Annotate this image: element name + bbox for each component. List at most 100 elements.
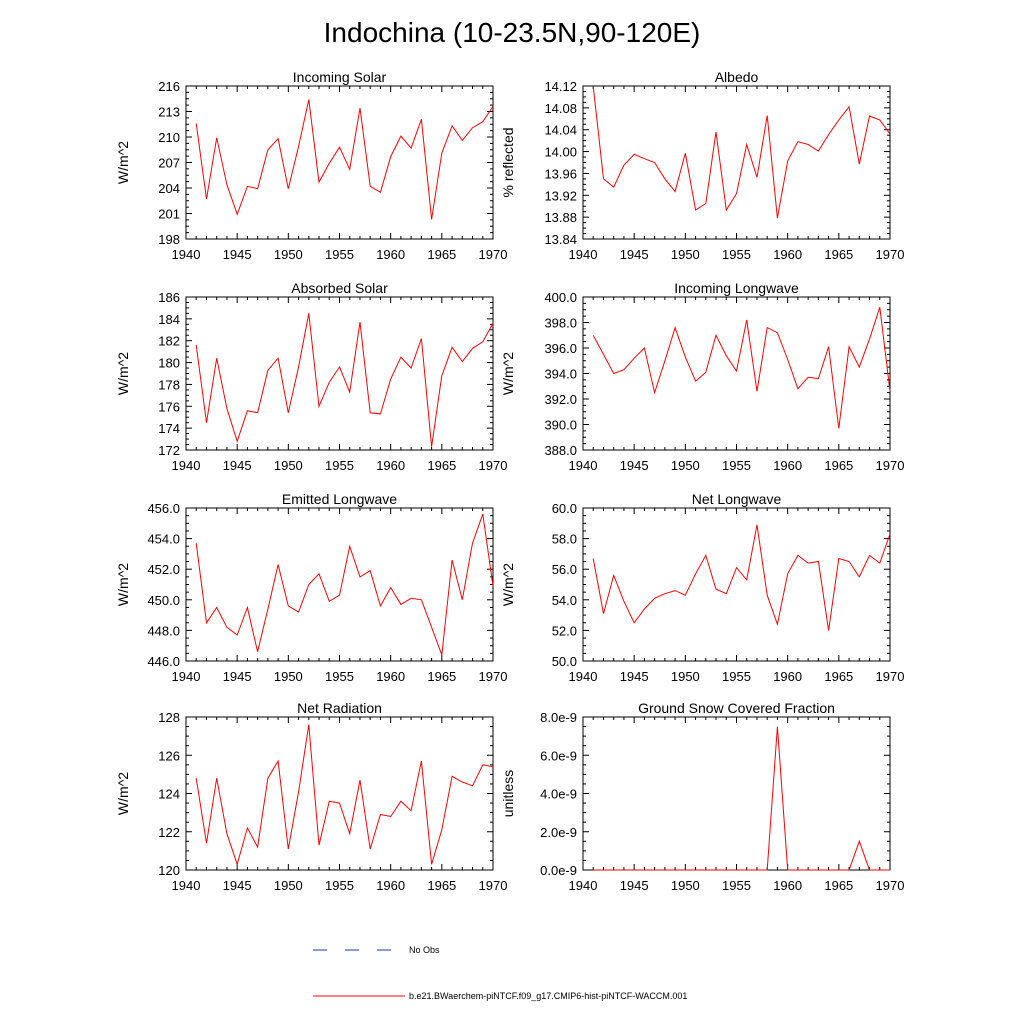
y-tick-label: 6.0e-9 (540, 748, 577, 763)
x-tick-label: 1965 (824, 247, 853, 262)
y-axis-label: % reflected (500, 127, 516, 197)
plot-frame (582, 296, 891, 451)
x-tick-label: 1945 (620, 878, 649, 893)
legend-no-obs-label: No Obs (409, 945, 440, 955)
y-tick-label: 180 (158, 356, 180, 371)
plot-frame (582, 716, 891, 871)
y-tick-label: 126 (158, 748, 180, 763)
series-line (592, 85, 891, 219)
y-axis-label: W/m^2 (115, 772, 131, 815)
x-tick-label: 1955 (325, 458, 354, 473)
x-tick-label: 1960 (376, 247, 405, 262)
x-tick-label: 1955 (722, 247, 751, 262)
y-tick-label: 446.0 (147, 654, 180, 669)
x-tick-label: 1965 (427, 458, 456, 473)
x-tick-label: 1940 (569, 458, 598, 473)
series-line (195, 313, 494, 447)
y-tick-label: 13.84 (544, 232, 577, 247)
x-tick-label: 1970 (876, 458, 905, 473)
y-tick-label: 454.0 (147, 532, 180, 547)
x-tick-label: 1960 (773, 458, 802, 473)
x-tick-label: 1940 (172, 458, 201, 473)
y-tick-label: 0.0e-9 (540, 863, 577, 878)
x-tick-label: 1950 (274, 878, 303, 893)
y-tick-label: 184 (158, 312, 180, 327)
y-tick-label: 398.0 (544, 316, 577, 331)
x-tick-label: 1945 (223, 458, 252, 473)
x-tick-label: 1965 (824, 669, 853, 684)
y-axis-label: W/m^2 (500, 352, 516, 395)
y-tick-label: 400.0 (544, 290, 577, 305)
y-tick-label: 396.0 (544, 341, 577, 356)
y-tick-label: 213 (158, 105, 180, 120)
panel-absorbed-solar: Absorbed Solar W/m^2 1940 1945 1950 1955 1960 1… (115, 280, 507, 473)
x-tick-label: 1960 (773, 878, 802, 893)
y-tick-label: 58.0 (552, 532, 577, 547)
y-tick-label: 4.0e-9 (540, 787, 577, 802)
panel-title: Albedo (715, 69, 759, 85)
panel-emitted-longwave: Emitted Longwave W/m^2 1940 1945 1950 1955 196… (115, 491, 507, 684)
x-tick-label: 1950 (671, 247, 700, 262)
x-tick-label: 1960 (376, 458, 405, 473)
y-axis-label: W/m^2 (500, 563, 516, 606)
plot-frame (185, 85, 494, 240)
y-tick-label: 13.88 (544, 210, 577, 225)
y-tick-label: 120 (158, 863, 180, 878)
y-tick-label: 394.0 (544, 367, 577, 382)
y-tick-label: 450.0 (147, 593, 180, 608)
series-line (592, 524, 891, 631)
panel-title: Net Longwave (692, 491, 782, 507)
plot-frame (582, 507, 891, 662)
panel-title: Absorbed Solar (291, 280, 388, 296)
x-tick-label: 1965 (427, 669, 456, 684)
x-tick-label: 1955 (325, 247, 354, 262)
y-tick-label: 390.0 (544, 418, 577, 433)
x-tick-label: 1945 (223, 669, 252, 684)
y-tick-label: 456.0 (147, 501, 180, 516)
x-tick-label: 1960 (773, 247, 802, 262)
x-tick-label: 1940 (569, 878, 598, 893)
panel-net-longwave: Net Longwave W/m^2 1940 1945 1950 1955 1960 196… (500, 491, 904, 684)
series-line (195, 513, 494, 656)
x-tick-label: 1960 (773, 669, 802, 684)
x-tick-label: 1950 (274, 247, 303, 262)
x-tick-label: 1950 (671, 669, 700, 684)
x-tick-label: 1970 (479, 669, 508, 684)
y-tick-label: 2.0e-9 (540, 825, 577, 840)
panel-title: Net Radiation (297, 700, 382, 716)
x-tick-label: 1940 (569, 669, 598, 684)
y-tick-label: 50.0 (552, 654, 577, 669)
x-tick-label: 1970 (479, 247, 508, 262)
x-tick-label: 1940 (172, 247, 201, 262)
y-tick-label: 388.0 (544, 443, 577, 458)
x-tick-label: 1965 (427, 247, 456, 262)
x-tick-label: 1970 (876, 878, 905, 893)
y-tick-label: 14.00 (544, 145, 577, 160)
y-tick-label: 54.0 (552, 593, 577, 608)
panel-title: Ground Snow Covered Fraction (638, 700, 835, 716)
series-line (195, 99, 494, 220)
y-tick-label: 207 (158, 156, 180, 171)
panels: Incoming Solar W/m^2 1940 1945 1950 1955 1960 1… (115, 69, 904, 893)
y-tick-label: 13.96 (544, 166, 577, 181)
y-tick-label: 448.0 (147, 623, 180, 638)
y-tick-label: 172 (158, 443, 180, 458)
y-tick-label: 128 (158, 710, 180, 725)
panel-title: Incoming Longwave (674, 280, 799, 296)
plot-frame (185, 507, 494, 662)
x-tick-label: 1955 (722, 878, 751, 893)
plot-frame (582, 85, 891, 240)
panel-albedo: Albedo % reflected 1940 1945 1950 1955 1960 196… (500, 69, 904, 262)
series-line (592, 307, 891, 429)
x-tick-label: 1965 (824, 878, 853, 893)
x-tick-label: 1950 (671, 458, 700, 473)
y-tick-label: 8.0e-9 (540, 710, 577, 725)
x-tick-label: 1950 (671, 878, 700, 893)
x-tick-label: 1950 (274, 458, 303, 473)
y-tick-label: 14.04 (544, 123, 577, 138)
y-tick-label: 186 (158, 290, 180, 305)
x-tick-label: 1955 (325, 669, 354, 684)
y-tick-label: 182 (158, 334, 180, 349)
panel-incoming-longwave: Incoming Longwave W/m^2 1940 1945 1950 1955 19… (500, 280, 904, 473)
y-axis-label: W/m^2 (115, 352, 131, 395)
